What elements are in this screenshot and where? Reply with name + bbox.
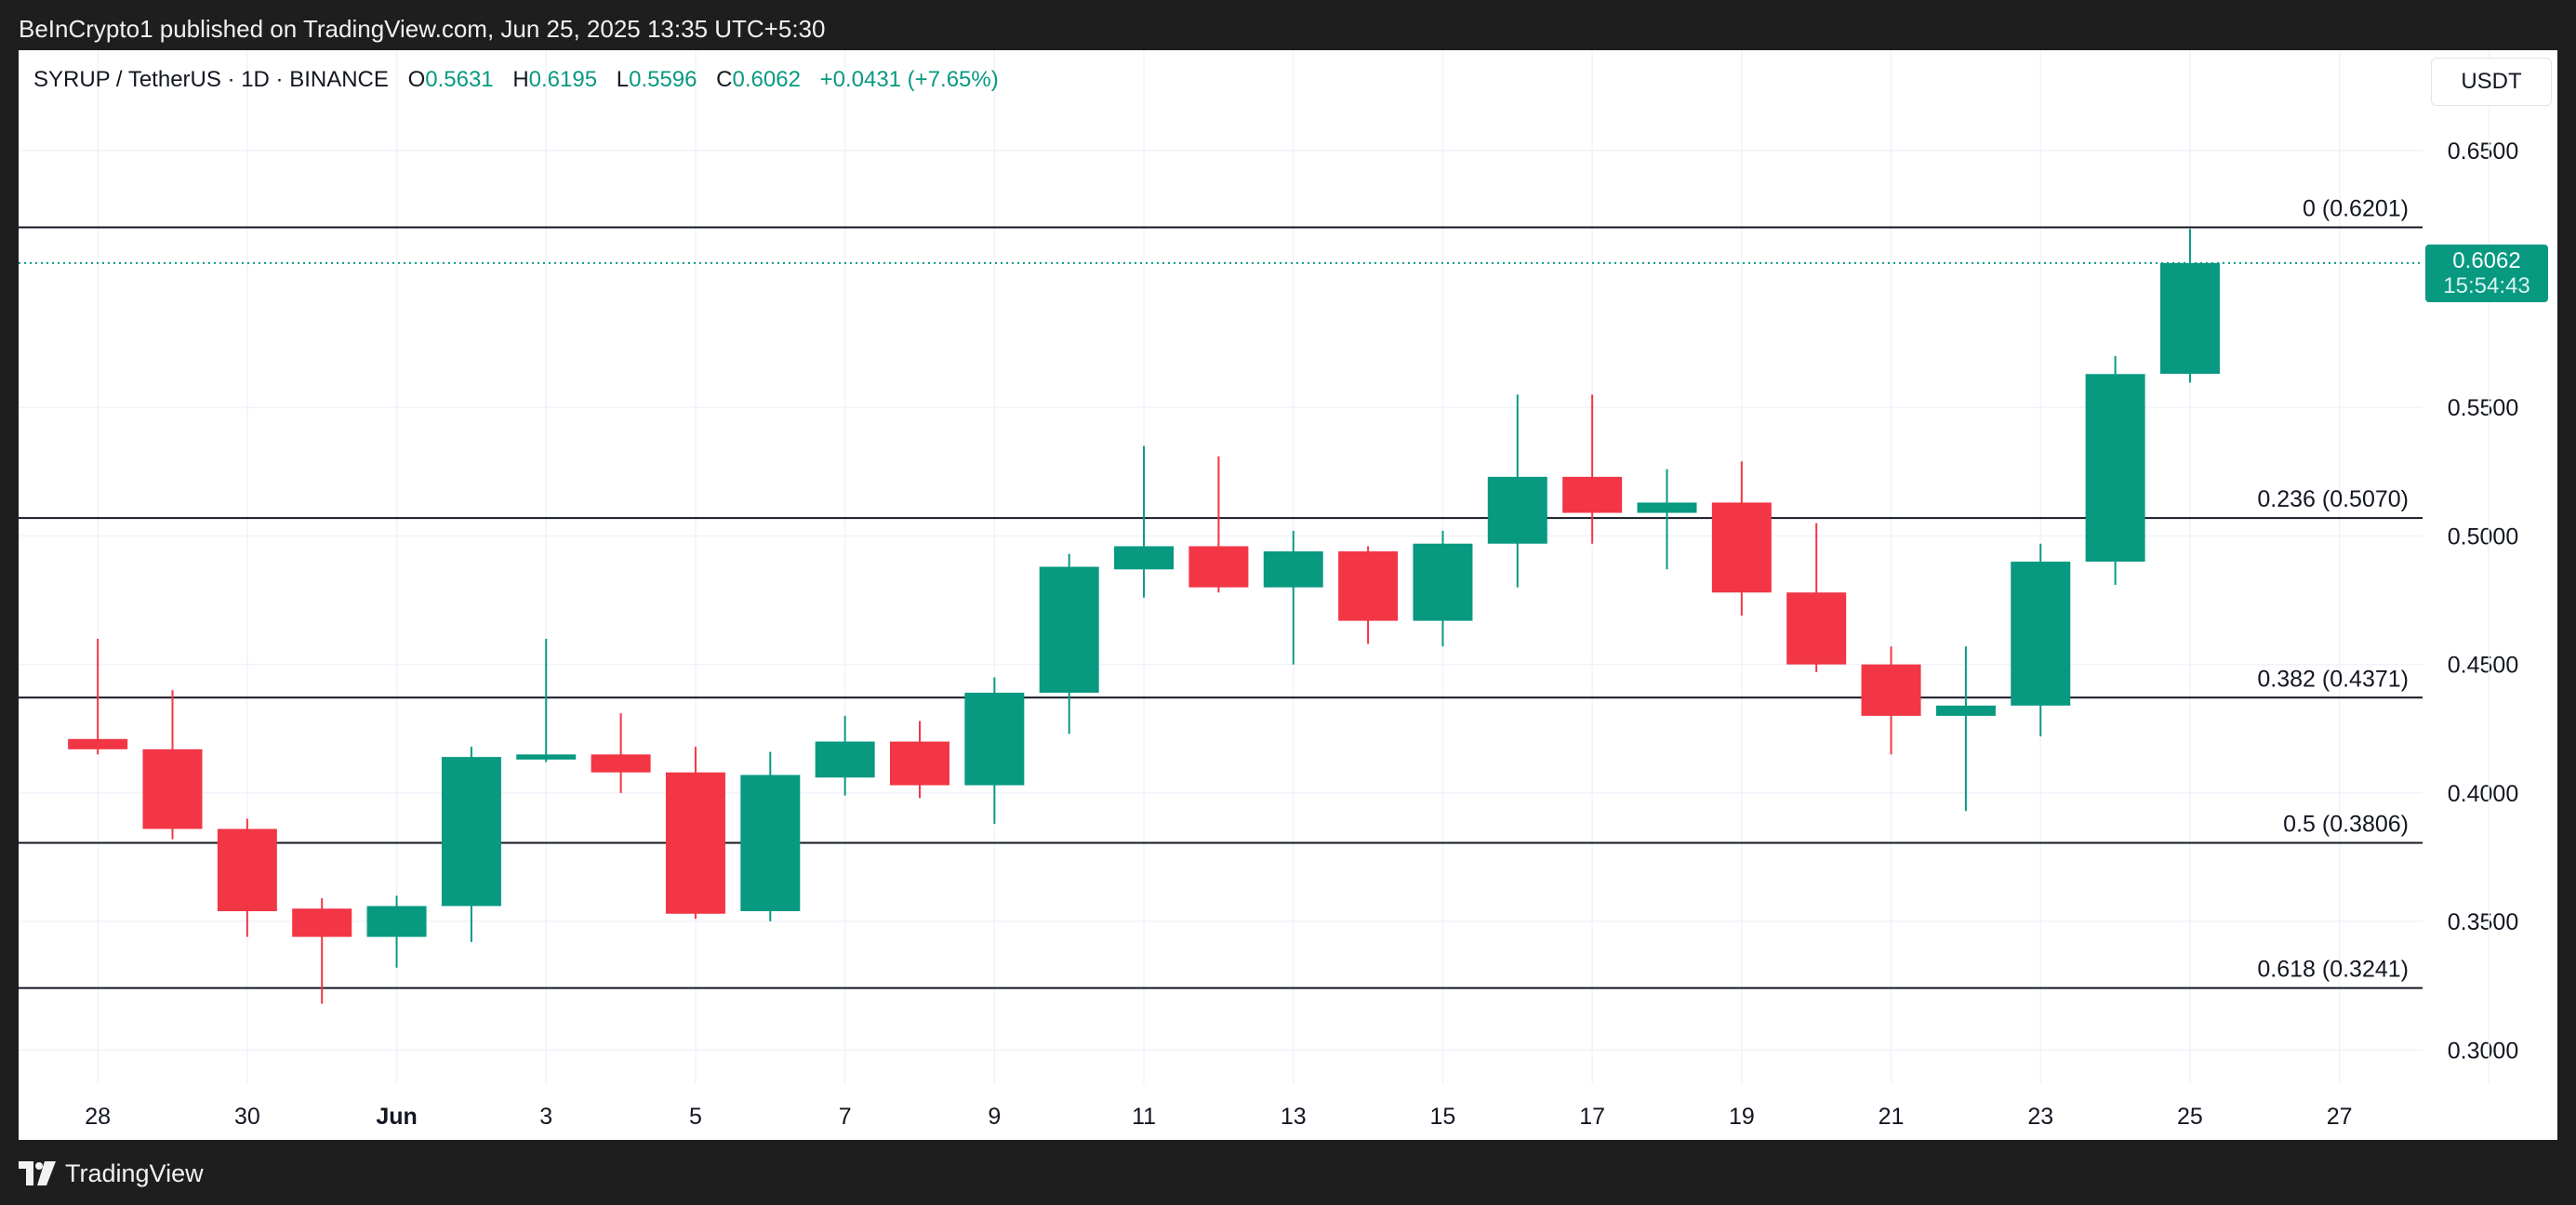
x-tick-label: 25 [2177, 1104, 2203, 1130]
currency-button[interactable]: USDT [2431, 58, 2552, 106]
x-tick-label: 3 [539, 1104, 552, 1130]
x-tick-label: 7 [839, 1104, 852, 1130]
candle-body-up[interactable] [740, 775, 801, 911]
open-label: O [407, 67, 426, 92]
y-tick-label: 0.5500 [2448, 395, 2518, 421]
change-value: +0.0431 (+7.65%) [819, 67, 999, 92]
candle-body-up[interactable] [366, 906, 427, 937]
close-value: 0.6062 [732, 67, 801, 92]
candle-body-up[interactable] [441, 757, 501, 907]
low-label: L [616, 67, 630, 92]
candle-body-down[interactable] [890, 741, 949, 786]
candle-body-down[interactable] [1562, 476, 1623, 513]
fib-level-label: 0 (0.6201) [2303, 195, 2409, 221]
x-tick-label: 19 [1729, 1104, 1755, 1130]
y-tick-label: 0.6500 [2448, 139, 2518, 165]
low-value: 0.5596 [629, 67, 697, 92]
candle-body-up[interactable] [1413, 543, 1473, 621]
candle-body-down[interactable] [217, 828, 277, 911]
fib-level-label: 0.382 (0.4371) [2257, 666, 2409, 692]
fib-level-label: 0.618 (0.3241) [2257, 957, 2409, 983]
x-tick-label: 23 [2027, 1104, 2053, 1130]
candle-body-up[interactable] [2159, 262, 2220, 375]
x-tick-label: 11 [1132, 1104, 1156, 1130]
candle-body-down[interactable] [1861, 664, 1921, 716]
candle-body-up[interactable] [1039, 566, 1099, 694]
y-tick-label: 0.4500 [2448, 653, 2518, 679]
y-tick-label: 0.3500 [2448, 909, 2518, 935]
candle-body-down[interactable] [1786, 592, 1847, 665]
candles [68, 229, 2220, 1004]
candle-body-down[interactable] [68, 738, 128, 749]
x-tick-label: 29 [2476, 1104, 2502, 1130]
y-tick-label: 0.5000 [2448, 523, 2518, 550]
symbol-legend: SYRUP / TetherUS · 1D · BINANCE O0.5631 … [33, 67, 999, 93]
fib-level-label: 0.236 (0.5070) [2257, 486, 2409, 512]
candle-body-down[interactable] [142, 748, 203, 829]
publisher-caption: BeInCrypto1 published on TradingView.com… [19, 15, 826, 43]
candle-body-down[interactable] [1711, 502, 1772, 593]
last-price-badge: 0.6062 15:54:43 [2425, 244, 2548, 302]
chart-area[interactable] [19, 50, 2557, 1140]
candle-body-up[interactable] [815, 741, 875, 778]
candle-body-up[interactable] [1935, 705, 1996, 716]
candle-body-down[interactable] [591, 754, 651, 773]
y-tick-label: 0.4000 [2448, 781, 2518, 807]
high-value: 0.6195 [528, 67, 598, 92]
footer-bar: TradingView [0, 1140, 2576, 1205]
candle-body-up[interactable] [964, 693, 1025, 786]
bar-countdown: 15:54:43 [2443, 272, 2530, 298]
x-tick-label: 13 [1281, 1104, 1307, 1130]
tradingview-logo-icon [19, 1161, 56, 1185]
candle-body-up[interactable] [1487, 476, 1547, 544]
candle-body-down[interactable] [665, 772, 725, 914]
candle-body-up[interactable] [1263, 551, 1323, 588]
candle-body-down[interactable] [1188, 546, 1249, 588]
x-tick-label: 21 [1879, 1104, 1905, 1130]
close-label: C [716, 67, 733, 92]
high-label: H [512, 67, 529, 92]
x-axis-labels: 28 30 Jun 3 5 7 9 11 13 15 17 19 21 23 25 27 29 [85, 1104, 2502, 1130]
x-tick-label: 9 [988, 1104, 1001, 1130]
fib-level-label: 0.5 (0.3806) [2283, 811, 2409, 837]
x-tick-label: Jun [376, 1104, 417, 1130]
candle-body-up[interactable] [1637, 502, 1697, 513]
top-bar: BeInCrypto1 published on TradingView.com… [0, 0, 2576, 50]
brand-name: TradingView [65, 1159, 204, 1187]
x-tick-label: 27 [2327, 1104, 2353, 1130]
candle-body-down[interactable] [1338, 551, 1399, 621]
tradingview-brand[interactable]: TradingView [19, 1159, 204, 1188]
candle-body-down[interactable] [292, 908, 352, 937]
candle-body-up[interactable] [516, 754, 577, 760]
symbol-name[interactable]: SYRUP / TetherUS · 1D · BINANCE [33, 67, 389, 92]
y-tick-label: 0.3000 [2448, 1038, 2518, 1064]
open-value: 0.5631 [425, 67, 494, 92]
x-tick-label: 28 [85, 1104, 111, 1130]
x-tick-label: 15 [1430, 1104, 1456, 1130]
candle-body-up[interactable] [2011, 562, 2071, 706]
candle-body-up[interactable] [1114, 546, 1175, 570]
x-tick-label: 30 [234, 1104, 260, 1130]
x-tick-label: 5 [689, 1104, 702, 1130]
candle-body-up[interactable] [2085, 374, 2145, 563]
last-price-value: 0.6062 [2452, 247, 2521, 273]
x-tick-label: 17 [1579, 1104, 1605, 1130]
